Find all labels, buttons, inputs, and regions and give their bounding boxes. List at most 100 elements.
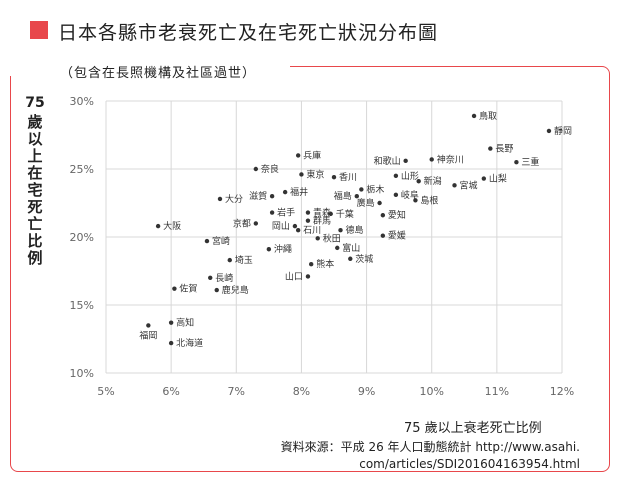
data-point xyxy=(208,275,213,280)
point-label: 沖繩 xyxy=(274,243,292,255)
point-label: 福島 xyxy=(334,190,352,202)
point-label: 福岡 xyxy=(139,329,157,341)
point-label: 石川 xyxy=(303,226,321,236)
point-label: 大分 xyxy=(225,193,243,205)
point-label: 佐賀 xyxy=(179,283,197,295)
frame-gap xyxy=(0,56,290,76)
point-label: 鳥取 xyxy=(479,110,497,122)
data-point xyxy=(514,160,519,165)
y-axis-label: 75 歲以上在宅死亡比例 xyxy=(24,95,46,267)
data-point xyxy=(348,256,353,261)
source-line-1: 資料來源：平成 26 年人口動態統計 http://www.asahi. xyxy=(280,440,580,454)
data-point xyxy=(328,211,333,217)
data-point xyxy=(227,257,232,263)
data-point xyxy=(315,236,320,241)
point-label: 福井 xyxy=(290,186,308,198)
point-label: 島根 xyxy=(420,194,438,206)
point-label: 岩手 xyxy=(277,207,295,219)
point-label: 宮城 xyxy=(460,179,478,191)
y-tick-label: 15% xyxy=(70,299,94,312)
y-tick-label: 30% xyxy=(70,95,94,108)
point-label: 三重 xyxy=(521,156,539,168)
point-label: 秋田 xyxy=(323,232,341,244)
point-label: 廣島 xyxy=(357,197,375,209)
data-point xyxy=(429,157,434,162)
point-label: 山梨 xyxy=(489,173,507,185)
data-point xyxy=(380,233,386,238)
point-label: 熊本 xyxy=(316,258,334,270)
chart-title: 日本各縣市老衰死亡及在宅死亡狀況分布圖 xyxy=(58,22,439,44)
y-tick-label: 10% xyxy=(70,367,94,380)
y-axis-label-text: 歲以上在宅死亡比例 xyxy=(27,113,43,267)
source-line-2: com/articles/SDI201604163954.html xyxy=(359,457,580,471)
data-point xyxy=(292,223,298,229)
data-point xyxy=(155,223,161,229)
x-tick-label: 8% xyxy=(293,385,310,398)
data-point xyxy=(214,287,219,293)
point-label: 東京 xyxy=(306,168,324,180)
data-point xyxy=(217,196,223,202)
data-point xyxy=(305,218,311,223)
y-tick-label: 25% xyxy=(70,163,94,176)
point-label: 愛媛 xyxy=(388,230,406,242)
point-label: 大阪 xyxy=(163,220,181,232)
data-point xyxy=(335,245,340,251)
point-label: 群馬 xyxy=(313,215,331,227)
data-point xyxy=(299,172,304,177)
data-point xyxy=(546,128,552,134)
data-point xyxy=(416,179,421,184)
data-point xyxy=(204,238,210,244)
data-point xyxy=(282,189,288,195)
point-label: 和歌山 xyxy=(374,155,401,167)
x-tick-label: 5% xyxy=(97,385,114,398)
data-point xyxy=(269,194,275,199)
point-label: 高知 xyxy=(176,317,194,329)
x-tick-label: 9% xyxy=(358,385,375,398)
data-point xyxy=(338,228,343,233)
point-label: 香川 xyxy=(339,172,357,183)
point-label: 青森 xyxy=(313,207,331,219)
chart-frame xyxy=(10,66,610,472)
point-label: 茨城 xyxy=(355,253,373,265)
data-point xyxy=(331,174,337,180)
point-label: 山口 xyxy=(285,271,303,282)
data-point xyxy=(413,198,418,203)
point-label: 長野 xyxy=(495,144,513,155)
data-point xyxy=(403,158,408,164)
point-label: 富山 xyxy=(342,242,360,254)
data-point xyxy=(172,286,177,291)
data-point xyxy=(481,176,487,181)
data-point xyxy=(377,200,382,206)
point-label: 愛知 xyxy=(388,209,406,221)
data-point xyxy=(380,213,386,218)
y-axis-label-number: 75 xyxy=(25,95,45,111)
point-label: 滋賀 xyxy=(249,190,267,202)
point-label: 新潟 xyxy=(424,175,442,187)
data-point xyxy=(393,173,399,178)
x-tick-label: 7% xyxy=(228,385,245,398)
point-label: 兵庫 xyxy=(303,149,321,161)
point-label: 靜岡 xyxy=(554,125,572,137)
point-label: 鹿兒島 xyxy=(222,284,249,296)
point-label: 千葉 xyxy=(336,208,354,220)
data-point xyxy=(305,274,311,279)
point-label: 岐阜 xyxy=(401,189,419,201)
point-label: 京都 xyxy=(233,217,251,229)
chart-subtitle: （包含在長照機構及社區過世） xyxy=(60,66,257,81)
x-tick-label: 10% xyxy=(419,385,443,398)
data-point xyxy=(295,228,301,233)
data-point xyxy=(309,262,314,267)
point-label: 神奈川 xyxy=(437,153,464,165)
data-point xyxy=(359,187,364,192)
point-label: 宮崎 xyxy=(212,235,230,247)
data-point xyxy=(269,210,275,215)
point-label: 山形 xyxy=(401,170,419,182)
title-accent-square xyxy=(30,21,48,39)
data-point xyxy=(305,210,311,215)
point-label: 岡山 xyxy=(272,221,290,232)
data-point xyxy=(168,320,174,325)
x-tick-label: 6% xyxy=(162,385,179,398)
x-tick-label: 12% xyxy=(550,385,574,398)
point-label: 北海道 xyxy=(176,337,203,349)
